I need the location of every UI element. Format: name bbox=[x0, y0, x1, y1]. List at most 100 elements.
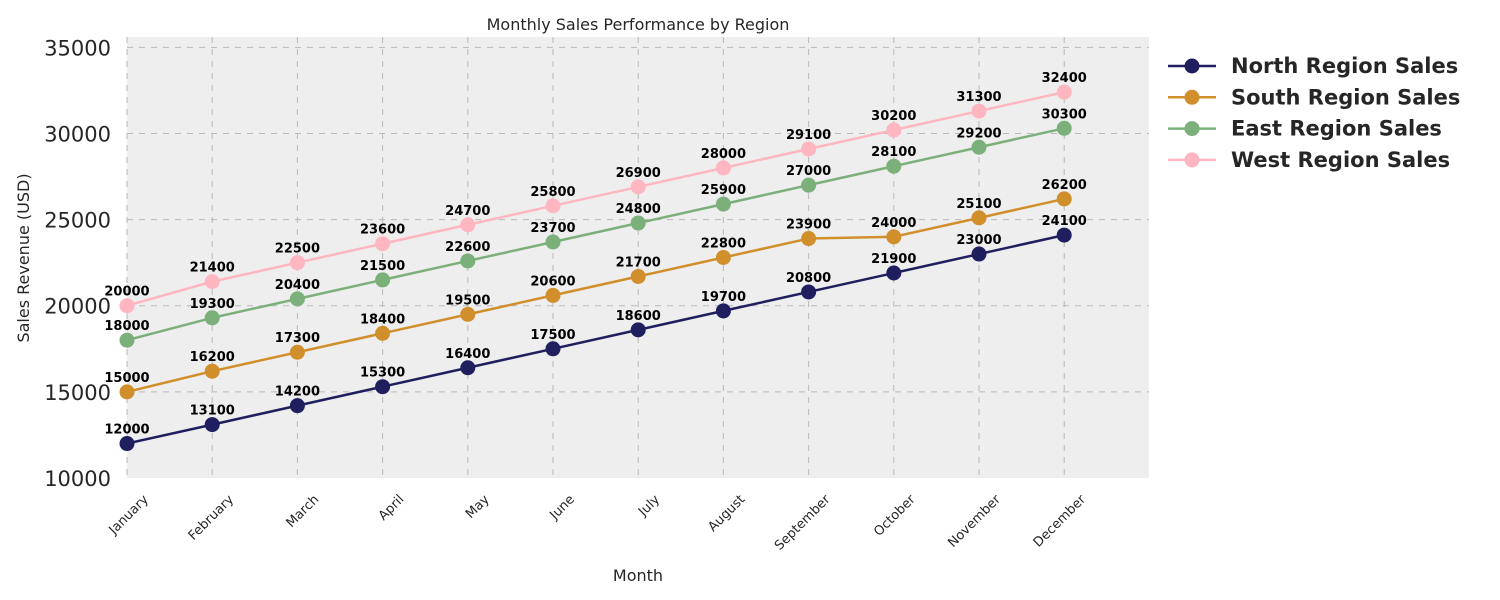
data-point bbox=[460, 360, 476, 376]
x-tick-labels: January February March April May June July Augu… bbox=[106, 492, 1090, 554]
data-label: 28100 bbox=[871, 145, 916, 160]
data-label: 25900 bbox=[701, 183, 746, 198]
data-label: 32400 bbox=[1042, 71, 1087, 86]
y-tick-label: 25000 bbox=[44, 209, 111, 233]
series-line bbox=[126, 233, 1065, 445]
x-tick-label: December bbox=[1031, 492, 1090, 551]
legend-marker bbox=[1184, 89, 1200, 105]
data-label: 19500 bbox=[445, 293, 490, 308]
data-label: 16200 bbox=[190, 350, 235, 365]
data-label: 15000 bbox=[104, 371, 149, 386]
y-tick-label: 15000 bbox=[44, 381, 111, 405]
legend-label: West Region Sales bbox=[1231, 148, 1450, 172]
data-label: 12000 bbox=[104, 423, 149, 438]
x-tick-label: April bbox=[376, 492, 408, 524]
data-labels: 12000 13100 14200 15300 16400 17500 18600 19700… bbox=[104, 71, 1086, 437]
data-label: 24100 bbox=[1042, 214, 1087, 229]
data-point bbox=[204, 363, 220, 379]
series-line bbox=[126, 197, 1065, 394]
data-label: 28000 bbox=[701, 147, 746, 162]
data-point bbox=[545, 287, 561, 303]
legend-marker bbox=[1184, 121, 1200, 137]
data-point bbox=[886, 229, 902, 245]
y-tick-label: 30000 bbox=[44, 122, 111, 146]
data-label: 23600 bbox=[360, 223, 405, 238]
data-label: 18000 bbox=[104, 319, 149, 334]
y-tick-label: 10000 bbox=[44, 467, 111, 491]
data-point bbox=[1056, 191, 1072, 207]
series-layer bbox=[119, 84, 1072, 452]
data-point bbox=[886, 158, 902, 174]
data-point bbox=[289, 344, 305, 360]
data-point bbox=[630, 215, 646, 231]
data-label: 23900 bbox=[786, 218, 831, 233]
data-point bbox=[289, 255, 305, 271]
series-3 bbox=[119, 120, 1072, 348]
data-label: 24800 bbox=[616, 202, 661, 217]
x-tick-label: September bbox=[772, 492, 834, 554]
x-tick-label: October bbox=[871, 492, 919, 540]
x-tick-label: July bbox=[635, 492, 663, 520]
data-label: 22800 bbox=[701, 237, 746, 252]
data-point bbox=[715, 303, 731, 319]
data-point bbox=[971, 246, 987, 262]
data-label: 29200 bbox=[956, 126, 1001, 141]
y-tick-label: 20000 bbox=[44, 295, 111, 319]
data-label: 21400 bbox=[190, 261, 235, 276]
x-tick-label: May bbox=[463, 492, 493, 522]
data-point bbox=[630, 322, 646, 338]
x-tick-label: June bbox=[546, 492, 577, 523]
data-point bbox=[1056, 120, 1072, 136]
data-label: 21900 bbox=[871, 252, 916, 267]
data-point bbox=[545, 234, 561, 250]
legend-item: South Region Sales bbox=[1168, 85, 1460, 109]
data-point bbox=[375, 272, 391, 288]
data-label: 20400 bbox=[275, 278, 320, 293]
data-point bbox=[801, 177, 817, 193]
data-point bbox=[289, 291, 305, 307]
data-point bbox=[545, 341, 561, 357]
data-label: 15300 bbox=[360, 366, 405, 381]
data-label: 18600 bbox=[616, 309, 661, 324]
data-label: 14200 bbox=[275, 385, 320, 400]
data-point bbox=[119, 384, 135, 400]
data-label: 18400 bbox=[360, 312, 405, 327]
data-point bbox=[204, 310, 220, 326]
data-label: 17500 bbox=[530, 328, 575, 343]
data-point bbox=[886, 265, 902, 281]
y-axis-label: Sales Revenue (USD) bbox=[14, 173, 33, 342]
data-label: 20600 bbox=[530, 274, 575, 289]
y-tick-labels: 10000 15000 20000 25000 30000 35000 bbox=[44, 36, 111, 491]
legend-label: North Region Sales bbox=[1231, 54, 1458, 78]
chart-title: Monthly Sales Performance by Region bbox=[487, 15, 790, 34]
data-point bbox=[1056, 227, 1072, 243]
data-label: 27000 bbox=[786, 164, 831, 179]
data-label: 31300 bbox=[956, 90, 1001, 105]
data-point bbox=[375, 325, 391, 341]
series-line bbox=[126, 127, 1065, 342]
data-point bbox=[204, 417, 220, 433]
x-tick-label: November bbox=[945, 492, 1004, 551]
data-label: 22600 bbox=[445, 240, 490, 255]
data-point bbox=[886, 122, 902, 138]
data-label: 24000 bbox=[871, 216, 916, 231]
data-label: 22500 bbox=[275, 242, 320, 257]
data-label: 19300 bbox=[190, 297, 235, 312]
data-point bbox=[971, 103, 987, 119]
legend-marker bbox=[1184, 58, 1200, 74]
data-label: 26900 bbox=[616, 166, 661, 181]
data-point bbox=[801, 231, 817, 247]
data-label: 30200 bbox=[871, 109, 916, 124]
data-label: 29100 bbox=[786, 128, 831, 143]
data-point bbox=[375, 236, 391, 252]
series-1 bbox=[119, 227, 1072, 452]
data-point bbox=[289, 398, 305, 414]
x-tick-label: August bbox=[705, 492, 748, 535]
series-4 bbox=[119, 84, 1072, 314]
legend-item: East Region Sales bbox=[1168, 117, 1442, 141]
data-label: 23700 bbox=[530, 221, 575, 236]
x-tick-label: March bbox=[284, 492, 323, 531]
data-point bbox=[375, 379, 391, 395]
data-point bbox=[119, 436, 135, 452]
